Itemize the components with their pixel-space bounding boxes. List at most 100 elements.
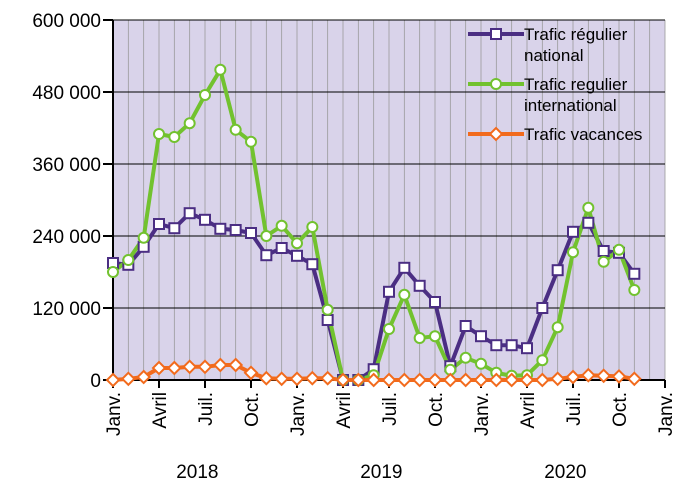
data-point xyxy=(228,357,244,373)
data-point xyxy=(245,135,257,148)
x-tick-label: Oct. xyxy=(610,392,631,427)
data-point xyxy=(366,372,382,388)
data-point xyxy=(519,372,535,388)
legend-label: Trafic regulier international xyxy=(524,75,628,115)
year-label: 2020 xyxy=(544,462,586,483)
data-point xyxy=(398,261,411,274)
data-point xyxy=(289,371,305,387)
x-tick-label: Avril xyxy=(518,392,539,429)
legend-swatch xyxy=(468,28,524,40)
data-point xyxy=(320,370,336,386)
data-point xyxy=(381,372,397,388)
data-point xyxy=(212,357,228,373)
data-point xyxy=(611,368,627,384)
data-point xyxy=(551,321,564,334)
data-point xyxy=(214,222,227,235)
y-tick-label: 0 xyxy=(90,371,101,392)
data-point xyxy=(335,372,351,388)
data-point xyxy=(597,255,610,268)
data-point xyxy=(488,372,504,388)
data-point xyxy=(258,370,274,386)
data-point xyxy=(306,258,319,271)
data-point xyxy=(536,354,549,367)
data-point xyxy=(534,372,550,388)
legend-entry: Trafic regulier international xyxy=(468,74,668,116)
legend-entry: Trafic régulier national xyxy=(468,24,668,66)
data-point xyxy=(567,246,579,259)
data-point xyxy=(243,365,259,381)
data-point xyxy=(274,371,290,387)
data-point xyxy=(550,371,566,387)
legend-marker xyxy=(490,28,502,40)
x-tick-label: Oct. xyxy=(426,392,447,427)
x-tick-label: Janv. xyxy=(472,392,493,436)
data-point xyxy=(260,230,273,242)
data-point xyxy=(458,372,474,388)
x-tick-label: Avril xyxy=(334,392,355,429)
data-point xyxy=(153,218,165,230)
data-point xyxy=(628,267,641,280)
legend: Trafic régulier national Trafic regulier … xyxy=(468,24,668,153)
legend-marker xyxy=(490,78,502,90)
data-point xyxy=(214,63,227,76)
data-point xyxy=(199,89,211,101)
data-point xyxy=(473,372,489,388)
data-point xyxy=(551,264,564,277)
data-point xyxy=(626,371,642,387)
data-point xyxy=(442,372,458,388)
data-point xyxy=(136,369,152,385)
data-point xyxy=(291,249,303,262)
legend-swatch xyxy=(468,78,524,90)
data-point xyxy=(597,245,610,257)
year-label: 2018 xyxy=(176,462,218,483)
data-point xyxy=(396,372,412,388)
data-point xyxy=(427,372,443,388)
data-point xyxy=(536,302,549,314)
data-point xyxy=(429,296,441,308)
data-point xyxy=(459,351,472,364)
data-point xyxy=(199,213,211,226)
y-tick-label: 240 000 xyxy=(32,227,101,248)
data-point xyxy=(168,131,181,143)
x-tick-label: Avril xyxy=(150,392,171,429)
data-point xyxy=(229,123,242,136)
data-point xyxy=(596,368,612,384)
data-point xyxy=(153,128,165,140)
legend-swatch xyxy=(468,126,524,142)
x-tick-label: Janv. xyxy=(656,392,675,436)
data-point xyxy=(306,221,319,233)
data-point xyxy=(567,225,579,238)
y-tick-label: 480 000 xyxy=(32,83,101,104)
data-point xyxy=(412,372,428,388)
data-point xyxy=(459,320,472,332)
data-point xyxy=(580,367,596,383)
data-point xyxy=(475,330,487,343)
x-tick-label: Janv. xyxy=(104,392,125,436)
data-point xyxy=(321,303,334,316)
data-point xyxy=(105,372,121,388)
x-tick-label: Juil. xyxy=(564,392,585,426)
data-point xyxy=(521,342,533,355)
data-point xyxy=(120,371,136,387)
data-point xyxy=(168,222,181,235)
data-point xyxy=(413,279,426,292)
data-point xyxy=(628,284,641,296)
data-point xyxy=(183,117,196,130)
data-point xyxy=(291,237,303,250)
x-tick-label: Janv. xyxy=(288,392,309,436)
data-point xyxy=(383,323,395,335)
y-tick-label: 120 000 xyxy=(32,299,101,320)
data-point xyxy=(197,359,213,375)
data-point xyxy=(122,254,135,266)
x-tick-label: Oct. xyxy=(242,392,263,427)
data-point xyxy=(475,357,487,370)
data-point xyxy=(107,266,119,278)
data-point xyxy=(182,359,198,375)
data-point xyxy=(304,370,320,386)
y-tick-label: 360 000 xyxy=(32,155,101,176)
legend-label: Trafic vacances xyxy=(524,125,643,144)
data-point xyxy=(490,339,503,352)
data-point xyxy=(613,243,625,256)
data-point xyxy=(582,201,595,214)
